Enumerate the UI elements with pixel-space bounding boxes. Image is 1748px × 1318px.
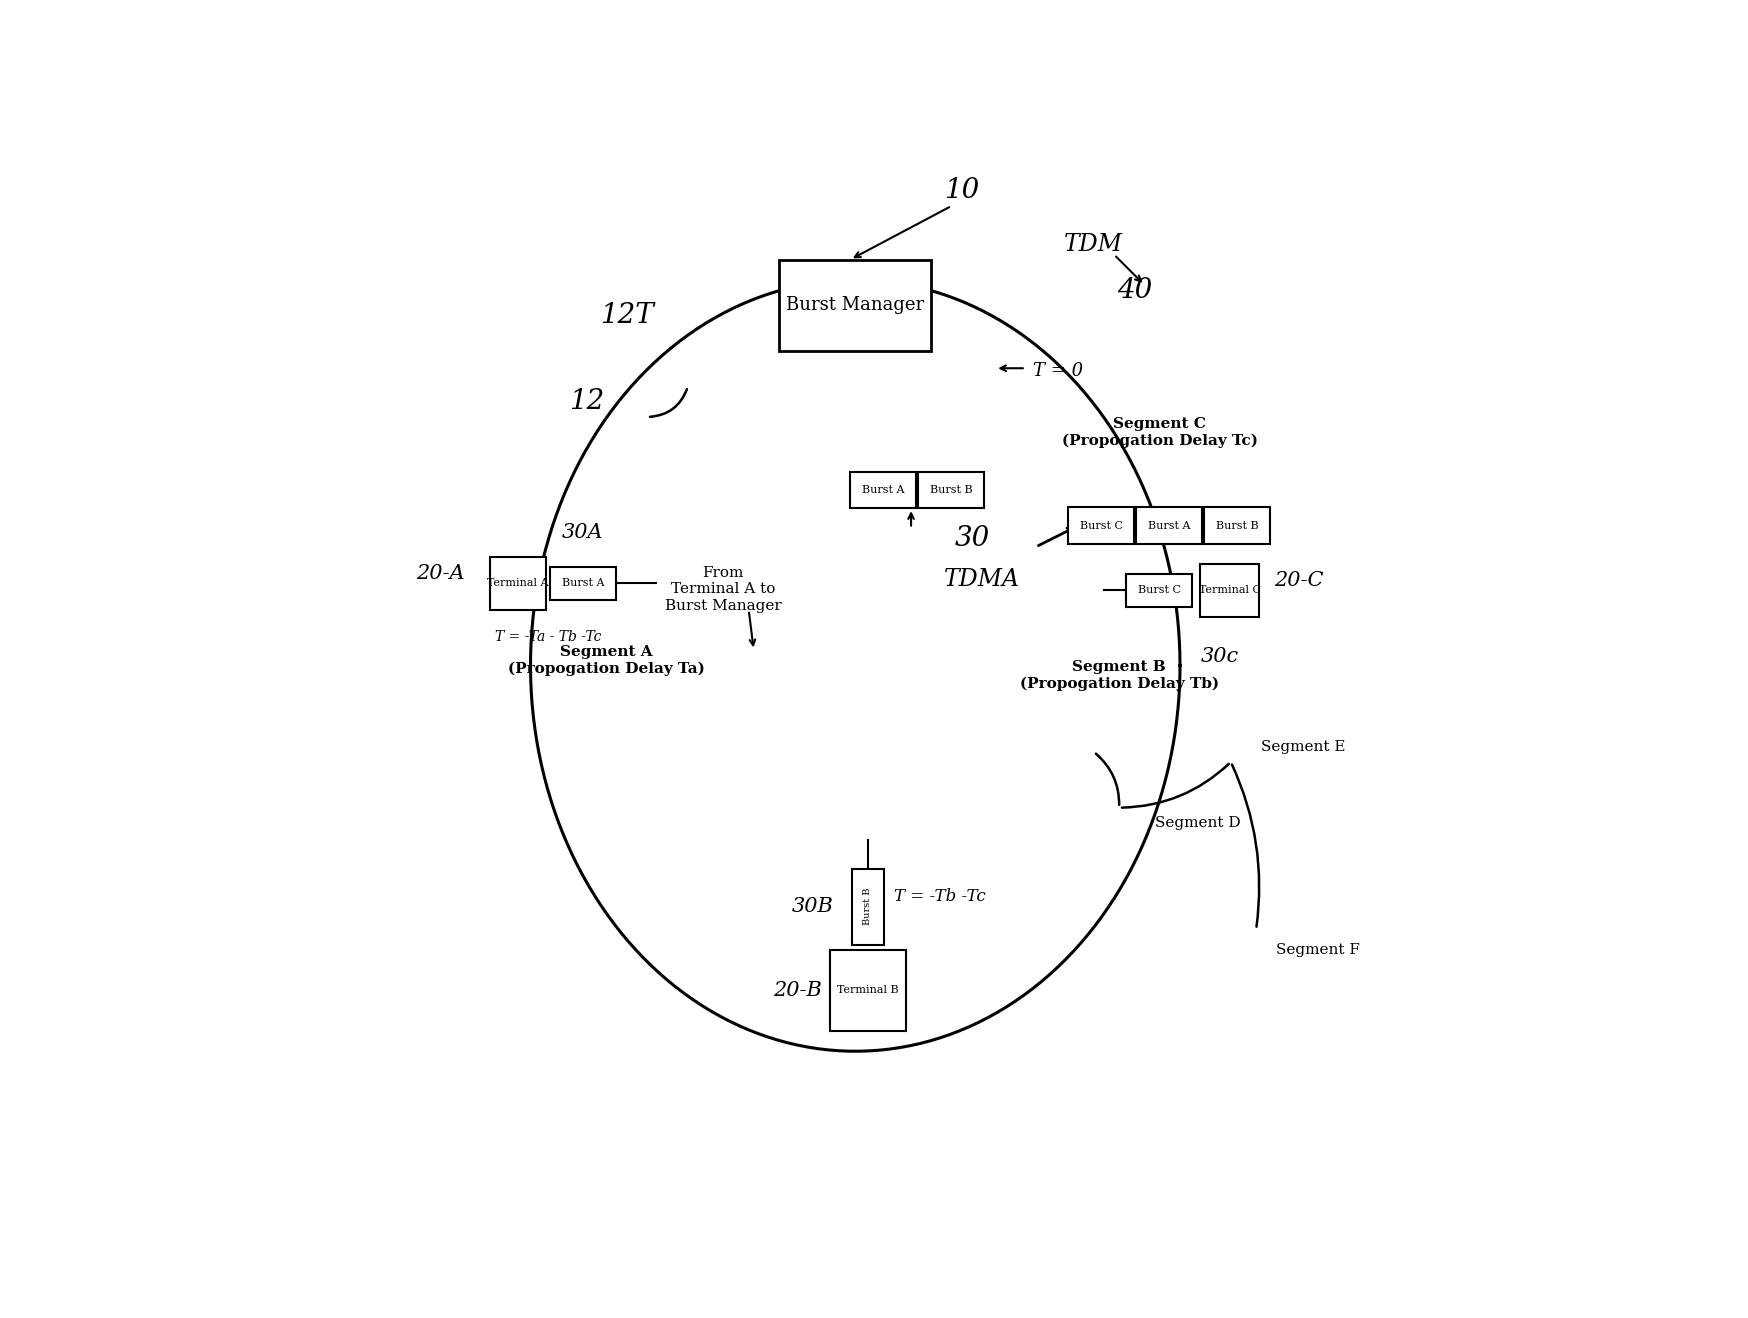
- Text: Burst A: Burst A: [862, 485, 904, 496]
- FancyBboxPatch shape: [918, 472, 984, 509]
- Text: Segment C
(Propogation Delay Tc): Segment C (Propogation Delay Tc): [1061, 416, 1259, 448]
- FancyBboxPatch shape: [830, 950, 905, 1031]
- FancyBboxPatch shape: [851, 869, 884, 945]
- Text: T = 0: T = 0: [1033, 362, 1084, 381]
- FancyBboxPatch shape: [489, 558, 545, 610]
- FancyBboxPatch shape: [1201, 564, 1259, 617]
- FancyBboxPatch shape: [1136, 507, 1203, 544]
- Text: Burst C: Burst C: [1138, 585, 1180, 596]
- Text: Burst B: Burst B: [864, 888, 872, 925]
- FancyBboxPatch shape: [780, 260, 932, 351]
- Text: Burst Manager: Burst Manager: [787, 297, 925, 314]
- Text: Terminal A: Terminal A: [488, 579, 549, 588]
- Text: Segment B
(Propogation Delay Tb): Segment B (Propogation Delay Tb): [1019, 660, 1218, 691]
- Text: TDMA: TDMA: [944, 568, 1021, 590]
- FancyBboxPatch shape: [1068, 507, 1134, 544]
- Text: T = -Tb -Tc: T = -Tb -Tc: [895, 888, 986, 905]
- Text: 30B: 30B: [792, 898, 834, 916]
- Text: Segment F: Segment F: [1276, 942, 1360, 957]
- Text: Burst A: Burst A: [1148, 521, 1190, 531]
- Text: Terminal C: Terminal C: [1199, 585, 1260, 596]
- FancyBboxPatch shape: [1126, 575, 1192, 606]
- Text: 30: 30: [954, 526, 989, 552]
- Text: Terminal B: Terminal B: [837, 986, 898, 995]
- FancyBboxPatch shape: [850, 472, 916, 509]
- Text: 12T: 12T: [600, 302, 654, 330]
- Text: 20-C: 20-C: [1274, 571, 1323, 590]
- Text: Segment E: Segment E: [1262, 739, 1346, 754]
- FancyBboxPatch shape: [551, 567, 615, 600]
- Text: 20-B: 20-B: [773, 981, 822, 1000]
- Text: Burst B: Burst B: [930, 485, 972, 496]
- Text: 12: 12: [568, 389, 605, 415]
- Text: From
Terminal A to
Burst Manager: From Terminal A to Burst Manager: [664, 567, 781, 613]
- Text: 30A: 30A: [561, 523, 603, 542]
- Text: 10: 10: [944, 177, 979, 204]
- Text: 20-A: 20-A: [416, 564, 465, 583]
- Text: 30c: 30c: [1201, 647, 1239, 667]
- Text: Segment D: Segment D: [1155, 816, 1241, 830]
- Text: 40: 40: [1117, 277, 1152, 303]
- Text: T = -Ta - Tb -Tc: T = -Ta - Tb -Tc: [495, 630, 601, 645]
- Text: Segment A
(Propogation Delay Ta): Segment A (Propogation Delay Ta): [509, 646, 704, 676]
- Text: Burst A: Burst A: [561, 579, 605, 588]
- Text: TDM: TDM: [1065, 233, 1124, 256]
- Text: Burst B: Burst B: [1217, 521, 1259, 531]
- Text: Burst C: Burst C: [1080, 521, 1122, 531]
- FancyBboxPatch shape: [1204, 507, 1271, 544]
- Text: T = -Tc: T = -Tc: [1129, 532, 1189, 548]
